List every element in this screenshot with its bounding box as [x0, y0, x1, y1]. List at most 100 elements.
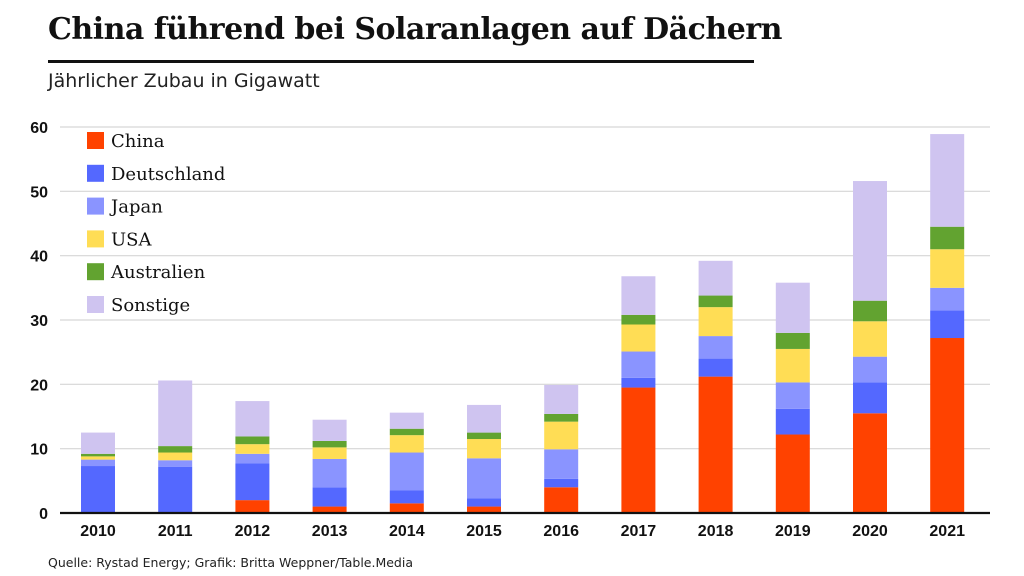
bar-segment-australien-2010 [81, 453, 115, 457]
bar-segment-japan-2021 [930, 287, 965, 311]
bar-segment-australien-2021 [930, 226, 965, 250]
bar-segment-usa-2017 [621, 324, 656, 352]
bar-segment-usa-2018 [698, 307, 733, 337]
x-tick-label: 2014 [389, 523, 425, 540]
bar-segment-japan-2014 [389, 452, 424, 491]
bar-segment-sonstige-2019 [775, 282, 810, 333]
bar-segment-deutschland-2016 [544, 478, 579, 488]
bar-segment-usa-2015 [467, 439, 501, 459]
bar-segment-sonstige-2013 [312, 419, 347, 441]
legend-swatch-japan [87, 197, 104, 215]
bar-segment-china-2018 [698, 376, 733, 513]
x-tick-label: 2017 [621, 523, 657, 540]
bar-segment-deutschland-2021 [930, 310, 965, 339]
grid-lines [60, 126, 990, 450]
bar-segment-china-2020 [853, 413, 887, 513]
bar-segment-australien-2020 [853, 300, 887, 322]
bar-segment-china-2016 [544, 487, 579, 513]
bar-segment-usa-2014 [389, 435, 424, 453]
axes: 0 10 20 30 40 50 60 2010 2011 2012 2013 2014 2015 201… [30, 120, 990, 540]
bar-segment-china-2014 [389, 503, 424, 513]
bar-segment-usa-2020 [853, 321, 887, 357]
bar-segment-sonstige-2016 [544, 384, 579, 414]
bar-segment-japan-2013 [312, 458, 347, 488]
y-tick-label: 10 [30, 442, 48, 459]
x-tick-label: 2019 [775, 523, 811, 540]
bar-segment-china-2013 [312, 506, 347, 513]
bar-segment-china-2021 [930, 338, 965, 513]
legend-swatch-sonstige [87, 296, 104, 313]
bar-segment-usa-2011 [158, 452, 193, 461]
bar-segment-sonstige-2012 [235, 401, 270, 437]
bar-segment-japan-2017 [621, 351, 656, 378]
title-underline [48, 60, 754, 63]
legend-swatch-china [87, 132, 104, 149]
bar-segment-australien-2011 [158, 446, 193, 453]
bar-segment-australien-2019 [775, 332, 810, 349]
bar-segment-sonstige-2021 [930, 134, 965, 227]
legend-swatch-australien [87, 263, 104, 281]
chart-title: China führend bei Solaranlagen auf Däche… [48, 12, 782, 47]
bar-segment-usa-2013 [312, 447, 347, 459]
x-tick-label: 2016 [543, 523, 579, 540]
legend-label-japan: Japan [109, 197, 163, 218]
legend-swatch-usa [87, 230, 104, 248]
legend-label-deutschland: Deutschland [111, 164, 225, 185]
y-tick-label: 0 [39, 506, 48, 523]
bar-segment-sonstige-2015 [467, 404, 501, 433]
legend-label-sonstige: Sonstige [111, 295, 190, 316]
bar-segment-deutschland-2019 [775, 408, 810, 435]
bar-segment-deutschland-2010 [81, 466, 115, 513]
bar-segment-australien-2015 [467, 432, 501, 440]
bar-segment-sonstige-2011 [158, 380, 193, 447]
legend: China Deutschland Japan USA Australien Sonsti… [87, 131, 225, 316]
bar-segment-usa-2019 [775, 348, 810, 383]
bar-segment-deutschland-2018 [698, 358, 733, 377]
bar-segment-australien-2013 [312, 440, 347, 448]
bar-segment-japan-2019 [775, 382, 810, 409]
x-tick-label: 2021 [929, 523, 965, 540]
bar-segment-usa-2021 [930, 249, 965, 288]
x-tick-label: 2015 [466, 523, 502, 540]
y-tick-label: 30 [30, 313, 48, 330]
legend-label-china: China [111, 131, 165, 152]
bar-segment-deutschland-2020 [853, 382, 887, 414]
bar-stacks [81, 134, 965, 513]
y-tick-label: 40 [30, 249, 48, 266]
bar-segment-japan-2018 [698, 336, 733, 359]
y-tick-label: 60 [30, 120, 48, 137]
bar-segment-australien-2018 [698, 295, 733, 308]
bar-segment-japan-2016 [544, 449, 579, 479]
bar-segment-deutschland-2015 [467, 498, 501, 507]
bar-segment-deutschland-2014 [389, 490, 424, 504]
legend-swatch-deutschland [87, 164, 104, 182]
bar-segment-deutschland-2011 [158, 466, 193, 513]
legend-label-australien: Australien [110, 262, 206, 283]
bar-segment-sonstige-2010 [81, 432, 115, 454]
bar-segment-australien-2017 [621, 314, 656, 325]
x-tick-label: 2012 [235, 523, 271, 540]
y-tick-label: 20 [30, 377, 48, 394]
bar-segment-australien-2014 [389, 428, 424, 436]
x-tick-label: 2020 [852, 523, 888, 540]
bar-segment-sonstige-2014 [389, 412, 424, 429]
bar-segment-japan-2012 [235, 453, 270, 464]
x-tick-label: 2013 [312, 523, 348, 540]
bar-segment-australien-2016 [544, 413, 579, 422]
bar-segment-japan-2010 [81, 459, 115, 467]
bar-segment-japan-2020 [853, 356, 887, 383]
x-tick-label: 2011 [158, 523, 193, 540]
source-note: Quelle: Rystad Energy; Grafik: Britta We… [48, 555, 413, 570]
bar-segment-china-2017 [621, 387, 656, 513]
bar-segment-japan-2015 [467, 458, 501, 499]
bar-segment-deutschland-2012 [235, 463, 270, 501]
chart-subtitle: Jährlicher Zubau in Gigawatt [48, 70, 320, 92]
bar-segment-sonstige-2018 [698, 260, 733, 296]
bar-segment-usa-2016 [544, 421, 579, 450]
bar-segment-usa-2012 [235, 444, 270, 454]
bar-segment-deutschland-2017 [621, 377, 656, 388]
bar-segment-australien-2012 [235, 436, 270, 445]
bar-segment-sonstige-2020 [853, 181, 887, 301]
bar-segment-deutschland-2013 [312, 487, 347, 507]
